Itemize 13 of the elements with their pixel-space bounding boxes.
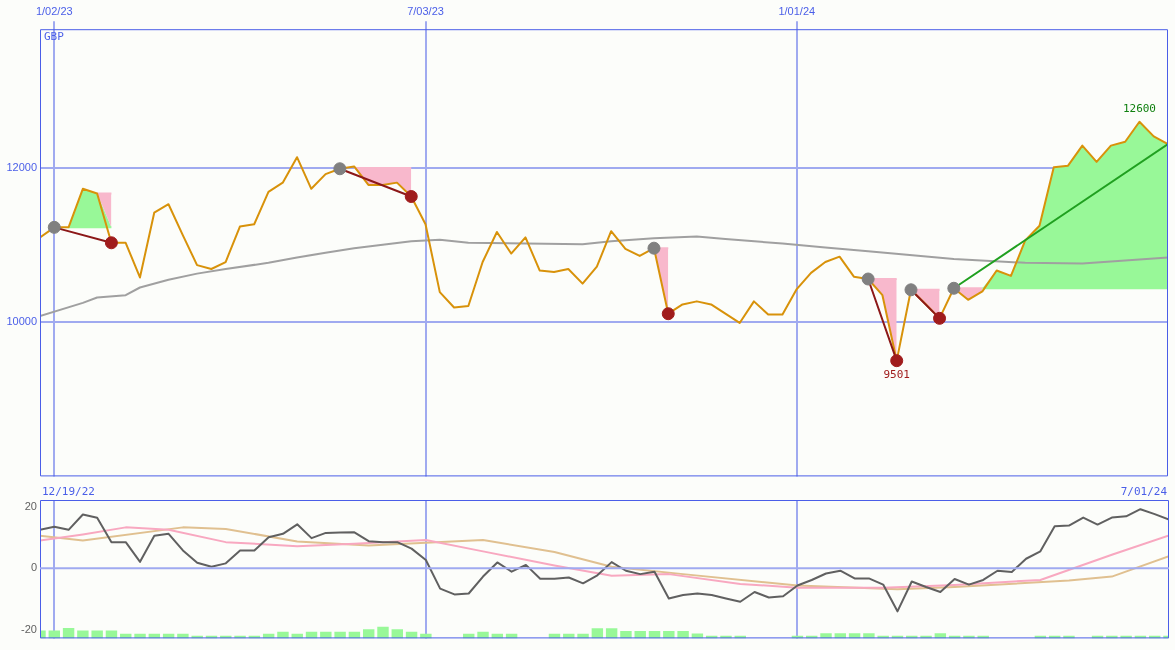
- x-tick-label: 7/03/23: [407, 4, 444, 17]
- text: 7/01/24: [1120, 485, 1168, 499]
- y-tick-label: 20: [24, 499, 37, 512]
- x-tick-label: 1/02/23: [35, 4, 73, 17]
- y-axis-title: GBP: [44, 29, 65, 43]
- annotation: 9501: [883, 368, 910, 382]
- y-tick-label: 0: [30, 561, 37, 574]
- y-tick-label: -20: [21, 622, 37, 635]
- text: 12/19/22: [42, 485, 95, 499]
- x-tick-label: 1/01/24: [778, 4, 816, 17]
- y-tick-label: 12000: [6, 161, 37, 174]
- annotation: 12600: [1122, 102, 1157, 116]
- y-tick-label: 10000: [6, 315, 37, 328]
